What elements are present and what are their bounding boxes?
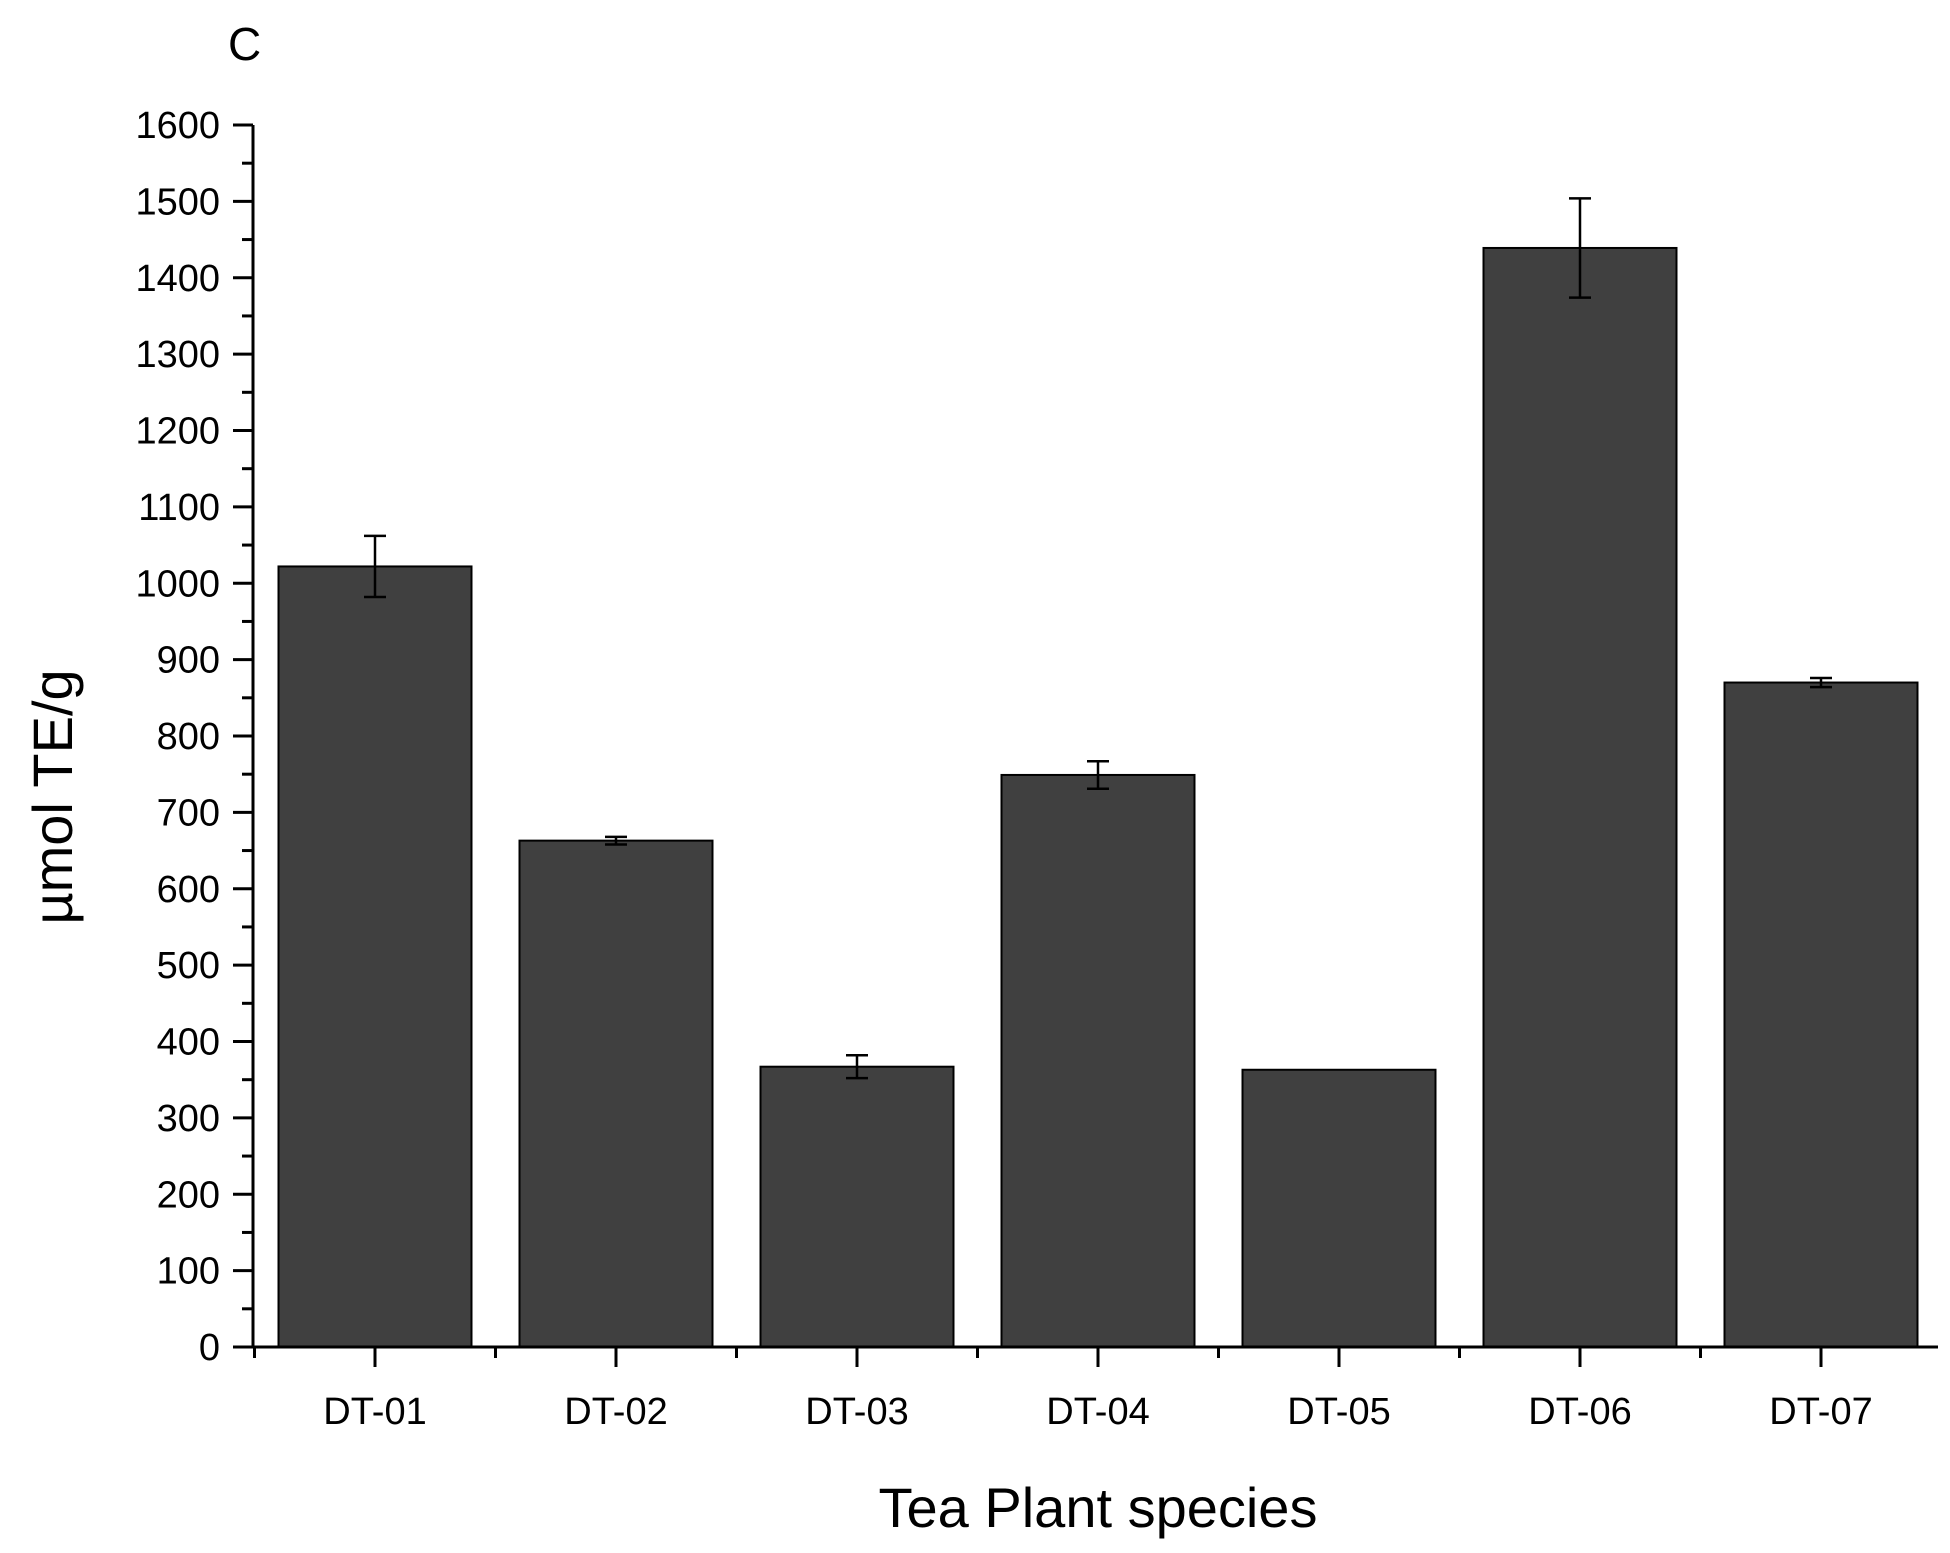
x-axis-title: Tea Plant species bbox=[879, 1476, 1318, 1539]
y-tick-label: 800 bbox=[157, 716, 220, 758]
y-axis: 0 100 200 300 400 500 600 700 800 900 1000 1100 1200… bbox=[135, 105, 255, 1369]
error-bar-dt-01 bbox=[364, 534, 386, 599]
bar-dt-07 bbox=[1723, 681, 1919, 1348]
error-bar-dt-03 bbox=[846, 1053, 868, 1080]
x-tick-label-dt-02: DT-02 bbox=[564, 1391, 667, 1433]
y-tick-label: 1500 bbox=[135, 181, 220, 223]
y-tick-label: 0 bbox=[199, 1327, 220, 1369]
y-tick-label: 1400 bbox=[135, 258, 220, 300]
y-tick-label: 100 bbox=[157, 1251, 220, 1293]
x-axis: DT-01 DT-02 DT-03 DT-04 DT-05 DT-06 DT-07 bbox=[253, 1345, 1938, 1433]
x-tick-label-dt-04: DT-04 bbox=[1046, 1391, 1149, 1433]
error-bar-dt-04 bbox=[1087, 759, 1109, 790]
x-tick-label-dt-06: DT-06 bbox=[1528, 1391, 1631, 1433]
bar-dt-05 bbox=[1241, 1068, 1437, 1349]
y-tick-label: 1300 bbox=[135, 334, 220, 376]
y-tick-label: 200 bbox=[157, 1174, 220, 1216]
y-tick-label: 1100 bbox=[138, 487, 220, 529]
bar-dt-02 bbox=[518, 839, 714, 1348]
x-tick-label-dt-05: DT-05 bbox=[1287, 1391, 1390, 1433]
y-tick-label: 1000 bbox=[135, 563, 220, 605]
x-tick-label-dt-01: DT-01 bbox=[323, 1391, 426, 1433]
bar-dt-03 bbox=[759, 1065, 955, 1348]
error-bar-dt-07 bbox=[1810, 676, 1832, 689]
y-tick-label: 900 bbox=[157, 640, 220, 682]
error-bar-dt-02 bbox=[605, 835, 627, 846]
y-tick-label: 1600 bbox=[135, 105, 220, 147]
panel-label: C bbox=[228, 18, 261, 70]
y-tick-label: 300 bbox=[157, 1098, 220, 1140]
bar-dt-04 bbox=[1000, 773, 1196, 1348]
y-tick-label: 700 bbox=[157, 792, 220, 834]
x-tick-label-dt-07: DT-07 bbox=[1769, 1391, 1872, 1433]
y-tick-label: 600 bbox=[157, 869, 220, 911]
error-bars-group bbox=[364, 197, 1832, 1080]
bars-group bbox=[277, 246, 1919, 1349]
error-bar-dt-06 bbox=[1569, 197, 1591, 299]
bar-dt-06 bbox=[1482, 246, 1678, 1348]
bar-dt-01 bbox=[277, 565, 473, 1348]
y-axis-title: µmol TE/g bbox=[21, 669, 84, 924]
x-tick-label-dt-03: DT-03 bbox=[805, 1391, 908, 1433]
y-tick-label: 400 bbox=[157, 1022, 220, 1064]
y-tick-label: 500 bbox=[157, 945, 220, 987]
y-tick-label: 1200 bbox=[135, 411, 220, 453]
